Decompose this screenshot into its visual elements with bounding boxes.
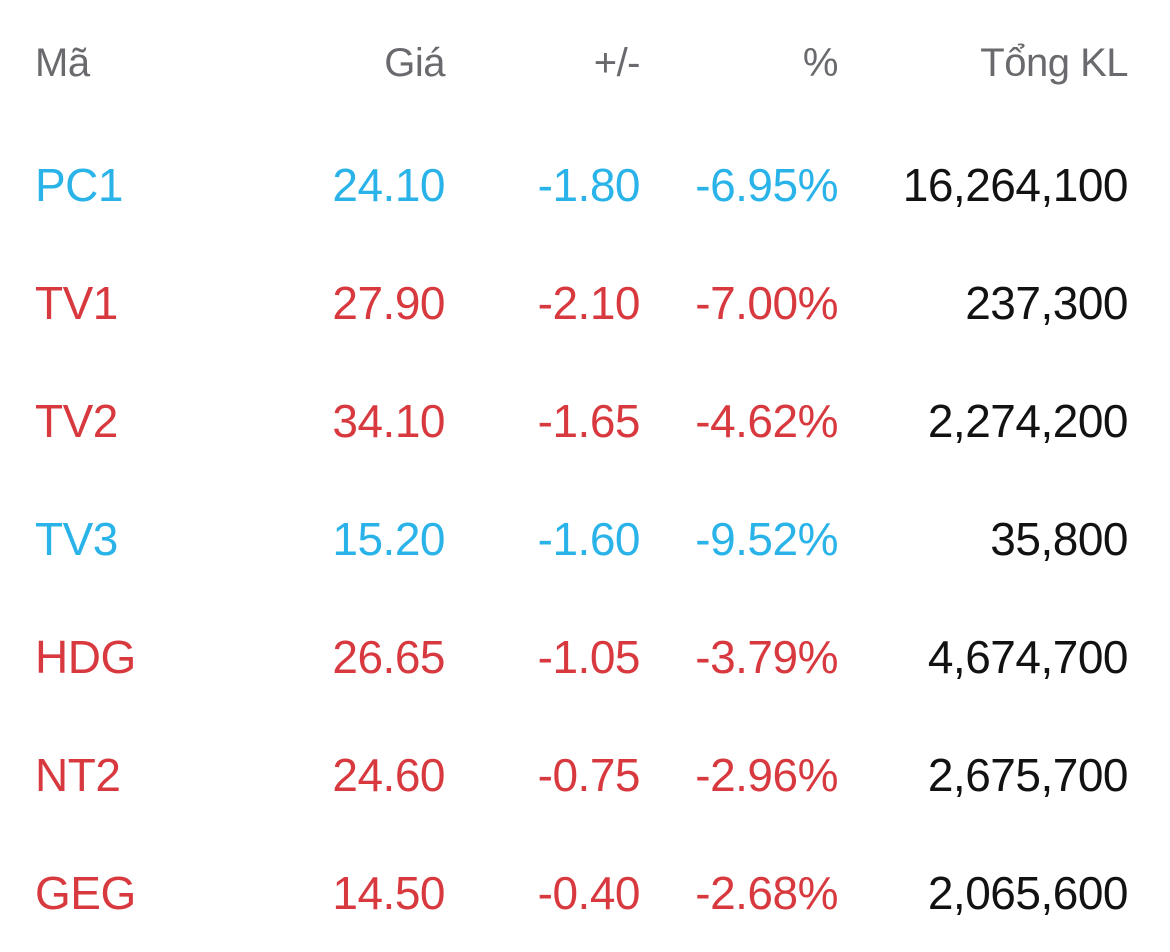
percent-cell: -2.96% (695, 749, 838, 801)
price-cell: 24.10 (332, 159, 445, 211)
table-row[interactable]: HDG 26.65 -1.05 -3.79% 4,674,700 (35, 598, 1129, 716)
table-header: Mã Giá +/- % Tổng KL (35, 0, 1129, 126)
change-cell: -2.10 (537, 277, 641, 329)
column-header-percent: % (802, 40, 839, 85)
column-header-price: Giá (384, 40, 445, 85)
symbol-cell: NT2 (35, 749, 121, 801)
price-cell: 27.90 (332, 277, 445, 329)
price-cell: 14.50 (332, 867, 445, 919)
change-cell: -1.05 (537, 631, 641, 683)
volume-cell: 16,264,100 (902, 159, 1129, 211)
table-body: PC1 24.10 -1.80 -6.95% 16,264,100 TV1 27.90 -2.… (35, 126, 1129, 952)
percent-cell: -6.95% (695, 159, 838, 211)
change-cell: -0.75 (537, 749, 641, 801)
price-cell: 26.65 (332, 631, 445, 683)
volume-cell: 2,675,700 (927, 749, 1129, 801)
table-row[interactable]: TV3 15.20 -1.60 -9.52% 35,800 (35, 480, 1129, 598)
price-cell: 15.20 (332, 513, 445, 565)
percent-cell: -9.52% (695, 513, 838, 565)
table-row[interactable]: NT2 24.60 -0.75 -2.96% 2,675,700 (35, 716, 1129, 834)
volume-cell: 35,800 (990, 513, 1128, 565)
change-cell: -0.40 (537, 867, 641, 919)
symbol-cell: GEG (35, 867, 136, 919)
price-cell: 34.10 (332, 395, 445, 447)
volume-cell: 2,065,600 (927, 867, 1129, 919)
percent-cell: -2.68% (695, 867, 838, 919)
percent-cell: -7.00% (695, 277, 838, 329)
change-cell: -1.80 (537, 159, 641, 211)
table-row[interactable]: GEG 14.50 -0.40 -2.68% 2,065,600 (35, 834, 1129, 952)
symbol-cell: TV2 (35, 395, 118, 447)
percent-cell: -3.79% (695, 631, 838, 683)
volume-cell: 2,274,200 (927, 395, 1129, 447)
volume-cell: 4,674,700 (927, 631, 1129, 683)
price-cell: 24.60 (332, 749, 445, 801)
column-header-volume: Tổng KL (980, 40, 1128, 85)
symbol-cell: HDG (35, 631, 136, 683)
table-row[interactable]: PC1 24.10 -1.80 -6.95% 16,264,100 (35, 126, 1129, 244)
table-row[interactable]: TV2 34.10 -1.65 -4.62% 2,274,200 (35, 362, 1129, 480)
percent-cell: -4.62% (695, 395, 838, 447)
column-header-change: +/- (593, 40, 641, 85)
column-header-symbol: Mã (35, 40, 90, 85)
change-cell: -1.60 (537, 513, 641, 565)
symbol-cell: TV3 (35, 513, 118, 565)
symbol-cell: TV1 (35, 277, 118, 329)
volume-cell: 237,300 (965, 277, 1128, 329)
change-cell: -1.65 (537, 395, 641, 447)
symbol-cell: PC1 (35, 159, 123, 211)
table-row[interactable]: TV1 27.90 -2.10 -7.00% 237,300 (35, 244, 1129, 362)
